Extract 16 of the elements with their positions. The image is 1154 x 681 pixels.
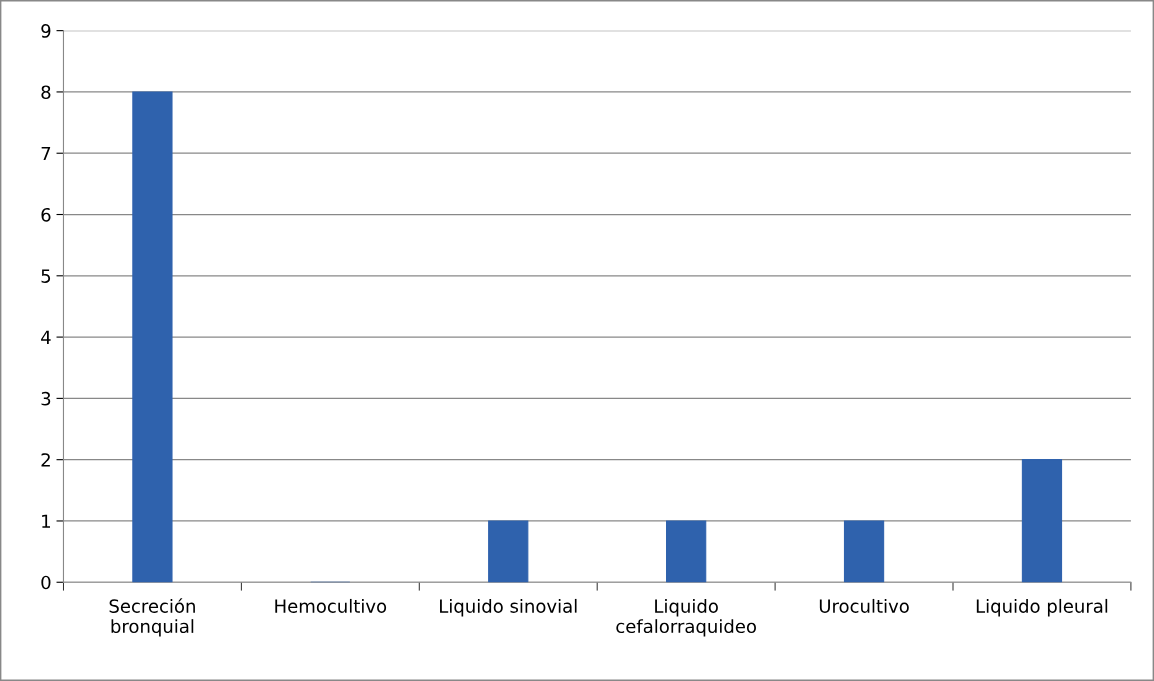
x-tick-label: Secreción bronquial — [109, 598, 195, 637]
y-tick-label: 1 — [42, 514, 50, 528]
y-tick-label: 2 — [41, 453, 50, 467]
x-tick-label: Liquido pleural — [976, 598, 1108, 617]
x-tick-label: Urocultivo — [819, 598, 909, 613]
y-tick-label: 0 — [41, 575, 51, 590]
y-tick-label: 4 — [41, 330, 51, 344]
x-tick-label: Hemocultivo — [275, 598, 387, 613]
x-tick-label: Liquido cefalorraquideo — [616, 598, 756, 637]
y-tick-label: 3 — [41, 391, 51, 406]
x-tick-label: Liquido sinovial — [440, 598, 577, 617]
y-tick-label: 9 — [41, 24, 51, 38]
y-tick-label: 8 — [41, 85, 51, 100]
y-tick-label: 7 — [41, 146, 51, 161]
y-tick-label: 6 — [41, 207, 51, 222]
y-tick-label: 5 — [41, 269, 51, 283]
